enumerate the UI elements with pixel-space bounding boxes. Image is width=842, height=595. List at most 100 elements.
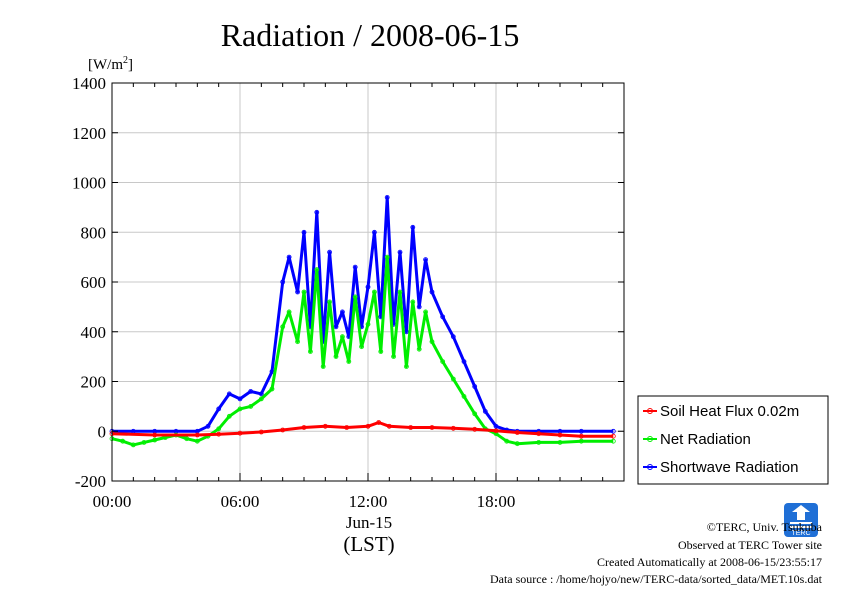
- x-tick-label: 18:00: [477, 492, 516, 511]
- y-tick-label: 800: [81, 223, 107, 242]
- series-point: [461, 393, 467, 399]
- series-point: [333, 354, 339, 360]
- x-tick-label: 12:00: [349, 492, 388, 511]
- series-point: [365, 321, 371, 327]
- series-point: [269, 386, 275, 392]
- x-tick-label: 00:00: [93, 492, 132, 511]
- series-point: [216, 431, 222, 437]
- y-tick-label: 1200: [72, 124, 106, 143]
- credit-data-source: Data source : /home/hojyo/new/TERC-data/…: [490, 572, 823, 586]
- series-point: [237, 396, 243, 402]
- series-point: [493, 428, 499, 434]
- series-point: [482, 408, 488, 414]
- series-point: [286, 309, 292, 315]
- series-point: [130, 442, 136, 448]
- series-point: [472, 411, 478, 417]
- series-point: [610, 433, 616, 439]
- series-point: [226, 413, 232, 419]
- series-point: [258, 391, 264, 397]
- series-point: [557, 439, 563, 445]
- series-point: [371, 289, 377, 295]
- chart-title: Radiation / 2008-06-15: [221, 17, 520, 53]
- series-point: [493, 423, 499, 429]
- legend-swatch-marker: [647, 408, 653, 414]
- series-point: [384, 194, 390, 200]
- series-point: [514, 441, 520, 447]
- series-point: [397, 289, 403, 295]
- series-point: [359, 344, 365, 350]
- series-point: [578, 438, 584, 444]
- series-point: [152, 437, 158, 443]
- series-point: [322, 423, 328, 429]
- series-point: [184, 436, 190, 442]
- series-point: [352, 294, 358, 300]
- series-point: [152, 432, 158, 438]
- series-point: [346, 359, 352, 365]
- y-tick-label: 200: [81, 373, 107, 392]
- legend-swatch-marker: [647, 464, 653, 470]
- series-point: [578, 428, 584, 434]
- x-axis-label: (LST): [343, 532, 394, 556]
- series-point: [280, 279, 286, 285]
- legend-label: Soil Heat Flux 0.02m: [660, 403, 799, 420]
- y-tick-label: 400: [81, 323, 107, 342]
- series-point: [472, 426, 478, 432]
- x-tick-label: 06:00: [221, 492, 260, 511]
- series-point: [378, 349, 384, 355]
- series-point: [237, 430, 243, 436]
- series-point: [429, 289, 435, 295]
- series-point: [450, 376, 456, 382]
- series-point: [386, 423, 392, 429]
- series-point: [410, 299, 416, 305]
- series-point: [327, 249, 333, 255]
- series-line: [111, 421, 614, 438]
- series-point: [295, 289, 301, 295]
- series-point: [301, 289, 307, 295]
- series-point: [301, 425, 307, 430]
- series-point: [248, 403, 254, 409]
- legend: Soil Heat Flux 0.02m Net Radiation Shortwa…: [637, 395, 829, 485]
- y-axis-unit-label: [W/m2]: [88, 55, 133, 73]
- series-point: [216, 426, 222, 432]
- series-line: [111, 255, 614, 447]
- logo-wave-2: [790, 526, 812, 528]
- series-point: [258, 429, 264, 435]
- series-point: [391, 354, 397, 360]
- logo-building-shape: [792, 505, 810, 520]
- series-point: [194, 438, 200, 444]
- series-point: [205, 423, 211, 429]
- y-tick-label: 0: [98, 422, 107, 441]
- series-point: [258, 396, 264, 402]
- series-point: [280, 427, 286, 433]
- series-point: [295, 339, 301, 345]
- series-point: [450, 334, 456, 340]
- series-point: [504, 438, 510, 444]
- series-point: [314, 209, 320, 215]
- credit-copyright: ©TERC, Univ. Tsukuba: [707, 520, 823, 534]
- series-point: [352, 264, 358, 270]
- series-point: [120, 438, 126, 444]
- series-point: [461, 359, 467, 365]
- series-point: [339, 309, 345, 315]
- series-point: [226, 391, 232, 397]
- series-point: [429, 339, 435, 345]
- series-point: [194, 432, 200, 438]
- series-point: [237, 406, 243, 412]
- x-axis-ticks: 00:00 06:00 12:00 18:00: [93, 83, 604, 511]
- series-point: [280, 324, 286, 330]
- series-point: [578, 433, 584, 439]
- series-point: [410, 224, 416, 230]
- series-point: [314, 267, 320, 273]
- series-point: [248, 388, 254, 394]
- series-point: [440, 359, 446, 365]
- series-point: [423, 257, 429, 263]
- y-tick-label: -200: [75, 472, 106, 491]
- y-axis-ticks: -200 0 200 400 600 800 1000 1200 1400: [72, 74, 624, 491]
- legend-swatch-marker: [647, 436, 653, 442]
- series-point: [365, 423, 371, 429]
- legend-label: Net Radiation: [660, 431, 751, 448]
- credits-block: ©TERC, Univ. Tsukuba Observed at TERC To…: [490, 520, 823, 586]
- x-axis-date-label: Jun-15: [346, 513, 392, 532]
- logo-wave-1: [790, 522, 812, 524]
